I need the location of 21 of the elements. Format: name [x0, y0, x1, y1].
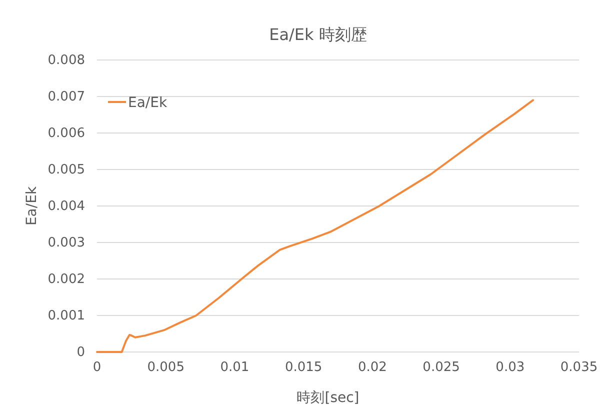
x-tick-label: 0.025	[422, 360, 460, 376]
y-tick-label: 0	[76, 345, 85, 360]
y-tick-label: 0.002	[48, 272, 85, 288]
y-tick-label: 0.003	[48, 236, 85, 251]
x-axis-title: 時刻[sec]	[296, 390, 360, 406]
y-tick-label: 0.004	[48, 199, 85, 214]
x-tick-label: 0	[92, 360, 102, 376]
x-tick-label: 0.005	[147, 360, 184, 376]
x-tick-label: 0.03	[496, 360, 525, 376]
x-tick-label: 0.035	[560, 360, 598, 376]
chart-title: Ea/Ek 時刻歴	[269, 25, 367, 44]
x-tick-label: 0.015	[284, 360, 322, 376]
y-tick-label: 0.006	[48, 126, 85, 142]
legend-label: Ea/Ek	[128, 95, 168, 111]
y-tick-label: 0.001	[48, 308, 85, 324]
y-axis-title: Ea/Ek	[24, 186, 40, 226]
y-tick-label: 0.005	[48, 162, 85, 178]
x-tick-label: 0.01	[220, 360, 250, 376]
y-tick-label: 0.007	[48, 90, 85, 105]
y-tick-label: 0.008	[48, 53, 85, 68]
x-tick-label: 0.02	[358, 360, 387, 376]
